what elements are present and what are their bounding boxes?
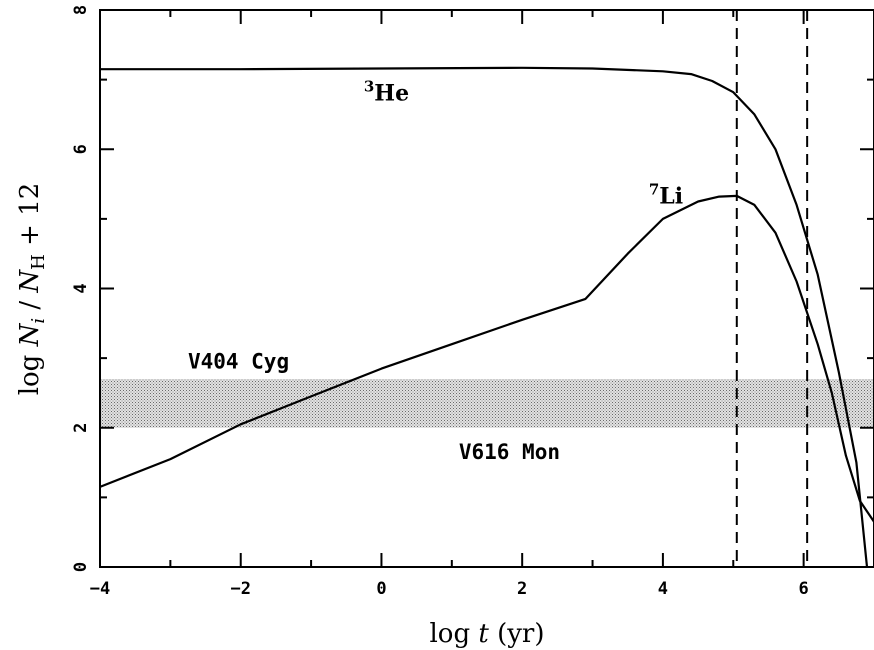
series-label-7Li: 7Li <box>649 181 683 210</box>
series-label-element: Li <box>659 184 683 210</box>
series-label-mass: 7 <box>649 181 659 199</box>
series-label-mass: 3 <box>364 78 374 96</box>
annot-layer: V404 Cyg V616 Mon 3He 7Li <box>188 78 683 465</box>
x-tick-label: 6 <box>799 579 809 599</box>
annotation-v616-mon: V616 Mon <box>459 440 560 464</box>
y-tick-label: 4 <box>71 283 91 293</box>
band-layer <box>100 379 874 428</box>
x-axis-label-part2: (yr) <box>489 619 545 649</box>
y-axis-label-N: N <box>15 322 45 347</box>
x-axis-label: log t (yr) <box>429 619 544 649</box>
x-tick-label: 0 <box>376 579 386 599</box>
y-axis-label-slash: / <box>15 293 45 318</box>
y-axis-label-H: H <box>28 254 49 270</box>
x-tick-label: 4 <box>658 579 668 599</box>
x-tick-label: −2 <box>230 579 250 599</box>
annotation-v404-cyg: V404 Cyg <box>188 350 289 374</box>
y-axis-label-plus: + 12 <box>15 183 45 254</box>
y-axis-label-i: i <box>28 318 49 324</box>
series-line-7Li <box>99 194 874 523</box>
y-tick-label: 8 <box>71 5 91 15</box>
y-tick-label: 0 <box>71 562 91 572</box>
vline-layer <box>735 10 809 567</box>
x-tick-label: 2 <box>517 579 527 599</box>
tick-layer: −4 −2 0 2 4 6 0 2 4 6 8 <box>71 5 874 599</box>
plot-frame <box>99 9 874 568</box>
x-axis-label-t: t <box>478 619 489 649</box>
y-tick-label: 6 <box>71 144 91 154</box>
y-axis-label: log Ni / NH + 12 <box>15 183 49 396</box>
x-tick-label: −4 <box>90 579 110 599</box>
y-axis-label-N2: N <box>15 269 45 294</box>
abundance-band <box>100 379 874 428</box>
series-label-element: He <box>374 81 409 107</box>
y-tick-label: 2 <box>71 423 91 433</box>
series-line-3He <box>100 66 869 568</box>
x-axis-label-part1: log <box>429 619 478 649</box>
series-layer <box>99 66 874 568</box>
series-label-3He: 3He <box>364 78 409 107</box>
y-axis-label-log: log <box>15 346 45 395</box>
